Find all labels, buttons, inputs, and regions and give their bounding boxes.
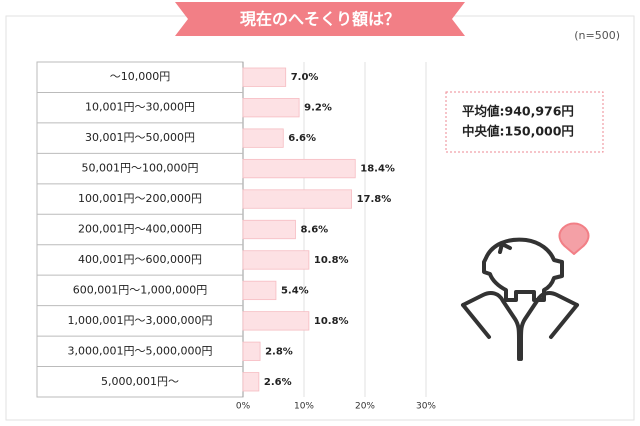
piggy-icon	[461, 222, 590, 361]
value-label: 2.8%	[265, 346, 293, 357]
sample-size: (n=500)	[574, 29, 620, 42]
value-label: 7.0%	[291, 72, 319, 83]
bar	[242, 128, 284, 148]
y-tick-label: 200,001円～400,000円	[78, 223, 202, 236]
bar	[242, 219, 296, 240]
y-tick-label: 50,001円～100,000円	[82, 162, 199, 175]
value-label: 10.8%	[314, 316, 349, 327]
median: 中央値:150,000円	[462, 124, 574, 139]
x-tick-label: 0%	[236, 402, 251, 412]
bar	[242, 98, 300, 118]
bar	[242, 372, 260, 392]
bar	[242, 250, 310, 270]
y-tick-label: 3,000,001円～5,000,000円	[68, 344, 213, 357]
bar	[242, 280, 277, 301]
y-tick-label: 30,001円～50,000円	[85, 131, 195, 144]
y-tick-label: 100,001円～200,000円	[78, 192, 202, 205]
y-tick-label: 10,001円～30,000円	[85, 101, 195, 114]
bar	[242, 67, 287, 87]
bar	[242, 341, 261, 361]
value-label: 10.8%	[314, 255, 349, 266]
title-banner	[175, 2, 465, 36]
chart-title: 現在のへそくり額は？	[240, 10, 400, 29]
category-box	[36, 61, 244, 398]
y-tick-label: 400,001円～600,000円	[78, 253, 202, 266]
value-label: 5.4%	[281, 285, 309, 296]
value-label: 2.6%	[264, 377, 292, 388]
stats-box	[445, 91, 604, 153]
value-label: 8.6%	[300, 225, 328, 236]
value-label: 17.8%	[357, 194, 392, 205]
y-tick-label: 600,001円～1,000,000円	[73, 283, 207, 296]
y-tick-label: ～10,000円	[110, 70, 171, 83]
value-label: 9.2%	[304, 103, 332, 114]
x-tick-label: 30%	[416, 402, 436, 412]
average: 平均値:940,976円	[462, 104, 574, 119]
x-tick-label: 10%	[294, 402, 314, 412]
bar	[242, 158, 356, 179]
y-tick-label: 1,000,001円～3,000,000円	[68, 314, 213, 327]
bar	[242, 311, 310, 331]
y-tick-label: 5,000,001円～	[101, 375, 179, 388]
bar	[242, 189, 352, 209]
value-label: 18.4%	[360, 164, 395, 175]
x-tick-label: 20%	[355, 402, 375, 412]
value-label: 6.6%	[288, 133, 316, 144]
